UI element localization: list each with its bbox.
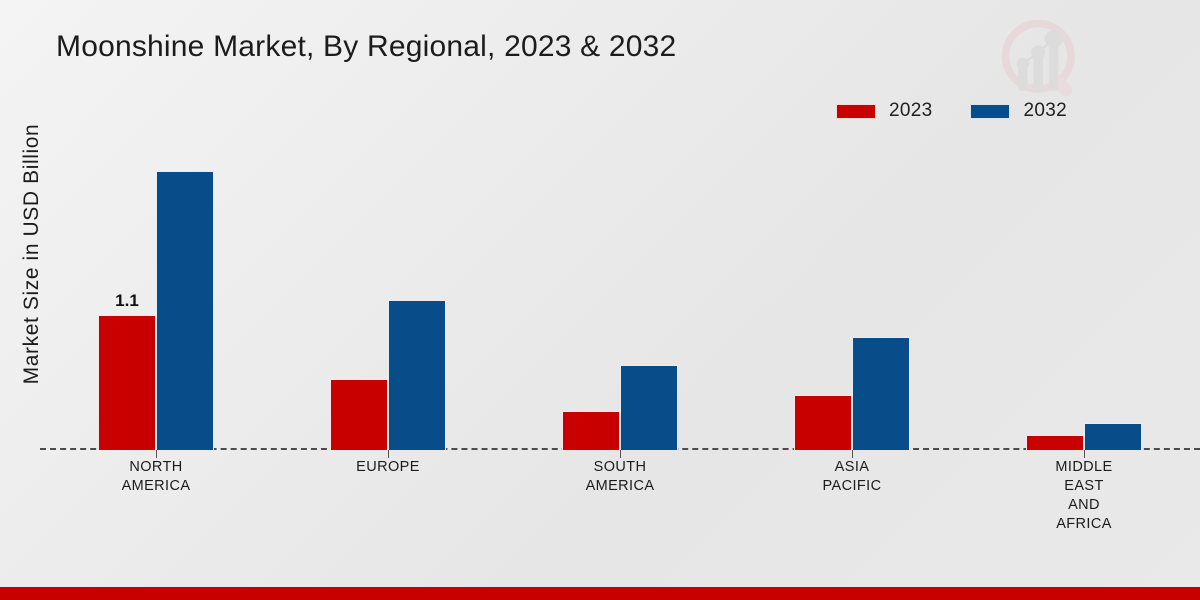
- legend-label-2032: 2032: [1023, 100, 1067, 121]
- legend-swatch-2023: [836, 103, 876, 119]
- category-label-line: AFRICA: [1056, 516, 1112, 532]
- bar-2023[interactable]: 1.1: [98, 291, 156, 450]
- x-axis-category-label: EUROPE: [356, 458, 420, 477]
- bar-group: EUROPE: [272, 130, 504, 475]
- x-axis-category-label: MIDDLE EAST AND AFRICA: [1055, 458, 1112, 534]
- category-label-line: AMERICA: [121, 478, 191, 494]
- x-axis-tick: [388, 450, 389, 458]
- bar-pair: [504, 130, 736, 450]
- x-axis-category-label: ASIA PACIFIC: [823, 458, 882, 496]
- x-axis-tick: [1084, 450, 1085, 458]
- bar-2032[interactable]: [620, 365, 678, 450]
- legend-item-2023[interactable]: 2023: [836, 100, 932, 122]
- bar-group: 1.1 NORTH AMERICA: [40, 130, 272, 494]
- category-label-line: SOUTH: [593, 459, 647, 475]
- bar-value-label: 1.1: [115, 290, 139, 310]
- category-label-line: AMERICA: [585, 478, 655, 494]
- category-label-line: ASIA: [834, 459, 870, 475]
- bar-group: MIDDLE EAST AND AFRICA: [968, 130, 1200, 532]
- bar-2032[interactable]: [852, 336, 910, 450]
- category-label-line: NORTH: [129, 459, 183, 475]
- legend-swatch-2032: [970, 103, 1011, 119]
- bar-pair: [736, 130, 968, 450]
- bar-2023[interactable]: [330, 378, 388, 450]
- x-axis-tick: [620, 450, 621, 458]
- bar-group: SOUTH AMERICA: [504, 130, 736, 494]
- category-label-line: EUROPE: [356, 459, 420, 475]
- category-label-line: EAST: [1064, 478, 1104, 494]
- x-axis-tick: [156, 450, 157, 458]
- x-axis-category-label: SOUTH AMERICA: [586, 458, 655, 496]
- bar-2023[interactable]: [1026, 435, 1084, 450]
- category-label-line: AND: [1068, 497, 1100, 513]
- market-research-logo-watermark: [996, 14, 1092, 110]
- bar-group: ASIA PACIFIC: [736, 130, 968, 494]
- legend-item-2032[interactable]: 2032: [970, 100, 1067, 122]
- bottom-accent-band: [0, 587, 1200, 600]
- legend-label-2023: 2023: [889, 100, 933, 121]
- chart-legend: 2023 2032: [836, 100, 1067, 122]
- bar-2032[interactable]: [1084, 422, 1142, 450]
- category-label-line: MIDDLE: [1055, 459, 1113, 475]
- bar-pair: 1.1: [40, 130, 272, 450]
- bar-2023[interactable]: [794, 394, 852, 450]
- page-title: Moonshine Market, By Regional, 2023 & 20…: [56, 30, 677, 63]
- plot-area: 1.1 NORTH AMERICA EUROPE SOUTH AMERICA ASIA PAC…: [40, 130, 1200, 532]
- x-axis-tick: [852, 450, 853, 458]
- category-label-line: PACIFIC: [822, 478, 882, 494]
- bar-2023[interactable]: [562, 410, 620, 450]
- bar-pair: [968, 130, 1200, 450]
- bar-2032[interactable]: [388, 299, 446, 450]
- bar-pair: [272, 130, 504, 450]
- x-axis-category-label: NORTH AMERICA: [122, 458, 191, 496]
- bar-2032[interactable]: [156, 170, 214, 450]
